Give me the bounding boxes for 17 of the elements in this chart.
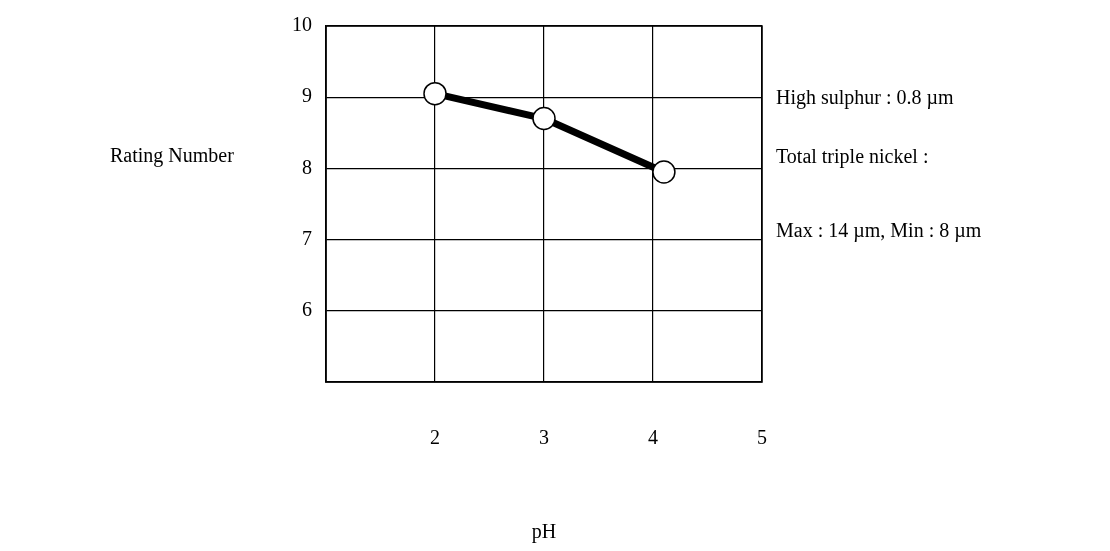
x-tick-label: 2 [430, 426, 440, 449]
y-tick-label: 10 [292, 13, 312, 36]
text: High sulphur : 0.8 µm [776, 86, 954, 109]
x-tick-label: 5 [757, 426, 767, 449]
point [532, 106, 556, 131]
y-tick-label: 8 [302, 155, 312, 178]
text: Max : 14 µm, Min : 8 µm [776, 219, 982, 242]
y-tick-label: 7 [302, 226, 312, 249]
text: Total triple nickel : [776, 145, 929, 168]
y-axis-title: Rating Number [110, 144, 234, 167]
y-tick-label: 6 [302, 298, 312, 321]
point [652, 160, 676, 184]
x-tick-label: 4 [648, 426, 658, 449]
point [423, 81, 447, 106]
x-tick-label: 3 [539, 426, 549, 449]
y-tick-label: 9 [302, 84, 312, 107]
x-axis-title: pH [531, 520, 557, 544]
